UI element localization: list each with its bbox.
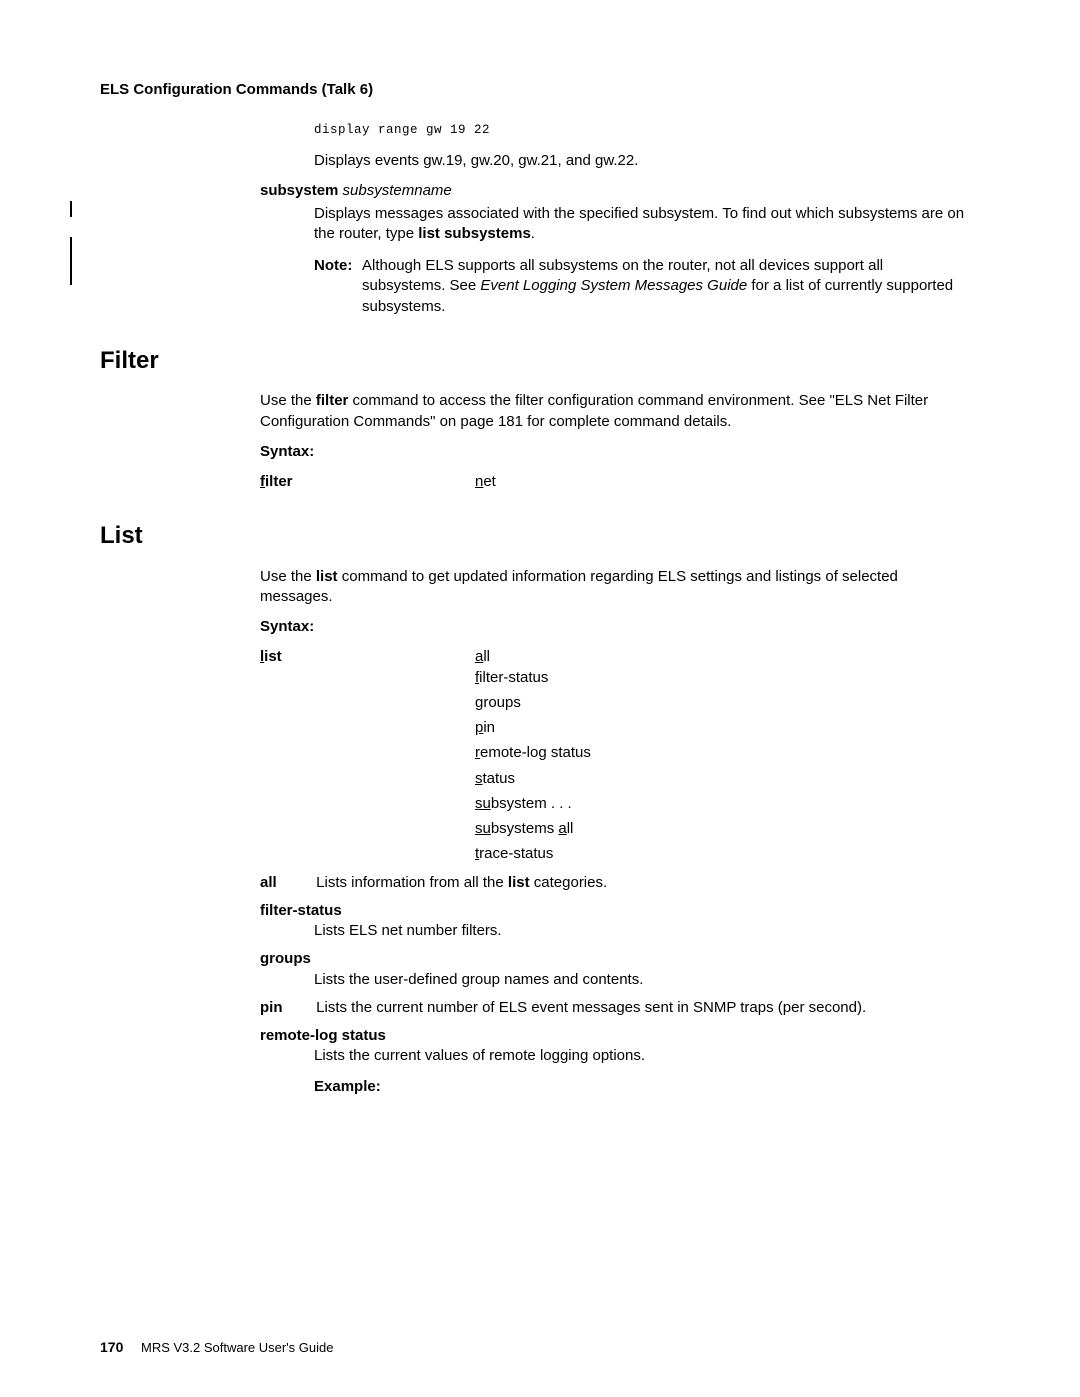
syntax-label: Syntax: (260, 617, 980, 637)
example-label: Example: (314, 1077, 980, 1097)
dl-term: filter-status (260, 901, 970, 921)
change-bar (70, 237, 72, 285)
running-header: ELS Configuration Commands (Talk 6) (100, 80, 980, 100)
list-opt-remote-log-status: remote-log status (475, 743, 980, 763)
list-heading: List (100, 520, 980, 552)
list-opt-filter-status: filter-status (475, 668, 980, 688)
dl-term: pin (260, 998, 312, 1018)
dl-def: Lists ELS net number filters. (314, 921, 970, 941)
subsystem-note: Note: Although ELS supports all subsyste… (314, 256, 970, 317)
dl-pin: pin Lists the current number of ELS even… (260, 998, 970, 1018)
page-footer: 170 MRS V3.2 Software User's Guide (100, 1338, 333, 1357)
dl-def: Lists the user-defined group names and c… (314, 970, 970, 990)
list-opt-pin: pin (475, 718, 980, 738)
note-label: Note: (314, 256, 358, 317)
term-arg: subsystemname (343, 182, 452, 199)
dl-term: all (260, 873, 312, 893)
list-syntax-row: list all (260, 647, 980, 667)
dl-def: Lists information from all the list cate… (316, 874, 607, 891)
list-intro: Use the list command to get updated info… (260, 567, 970, 608)
page-content: ELS Configuration Commands (Talk 6) disp… (100, 80, 980, 1097)
list-opt-subsystem: subsystem . . . (475, 794, 980, 814)
code-description: Displays events gw.19, gw.20, gw.21, and… (314, 151, 970, 171)
list-opt-subsystems-all: subsystems all (475, 819, 980, 839)
syntax-cmd: filter (260, 472, 475, 492)
change-bar (70, 201, 72, 217)
list-opt-trace-status: trace-status (475, 844, 980, 864)
dl-remote-log-status: remote-log status Lists the current valu… (260, 1026, 970, 1067)
filter-intro: Use the filter command to access the fil… (260, 391, 970, 432)
subsystem-term: subsystem subsystemname (260, 181, 970, 201)
syntax-opt: net (475, 472, 496, 492)
filter-heading: Filter (100, 345, 980, 377)
page-number: 170 (100, 1339, 123, 1355)
dl-filter-status: filter-status Lists ELS net number filte… (260, 901, 970, 942)
list-opt-all: all (475, 647, 490, 667)
dl-term: remote-log status (260, 1026, 970, 1046)
dl-term: groups (260, 949, 970, 969)
footer-text: MRS V3.2 Software User's Guide (141, 1340, 334, 1355)
dl-def: Lists the current values of remote loggi… (314, 1046, 970, 1066)
list-opt-status: status (475, 769, 980, 789)
list-opt-groups: groups (475, 693, 980, 713)
syntax-cmd: list (260, 647, 475, 667)
subsystem-desc: Displays messages associated with the sp… (314, 204, 970, 245)
filter-syntax: filter net (260, 472, 980, 492)
dl-groups: groups Lists the user-defined group name… (260, 949, 970, 990)
dl-def: Lists the current number of ELS event me… (316, 999, 866, 1016)
syntax-label: Syntax: (260, 442, 980, 462)
dl-all: all Lists information from all the list … (260, 873, 970, 893)
code-example: display range gw 19 22 (314, 122, 980, 139)
term-label: subsystem (260, 182, 338, 199)
note-body: Although ELS supports all subsystems on … (358, 256, 970, 317)
